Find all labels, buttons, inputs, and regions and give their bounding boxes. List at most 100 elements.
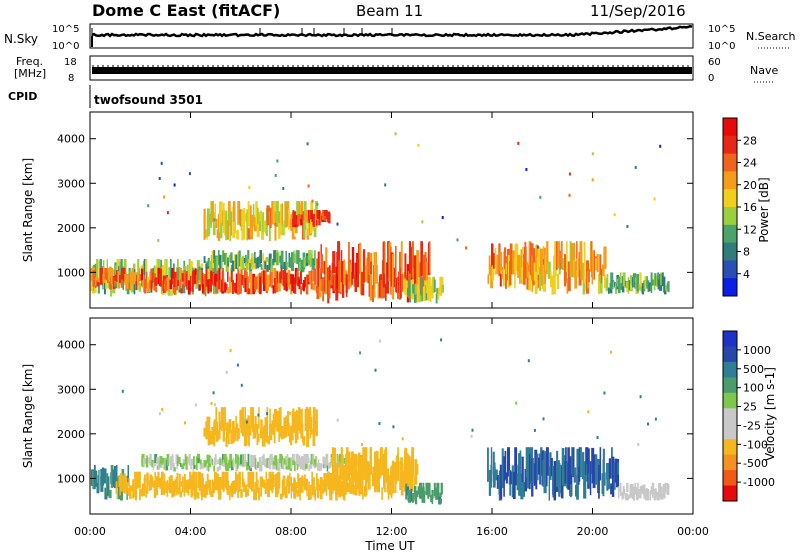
data-cell	[161, 458, 164, 465]
data-cell	[409, 283, 411, 303]
data-cell	[143, 279, 147, 294]
data-cell	[255, 481, 257, 501]
data-cell	[335, 476, 339, 495]
data-cell	[434, 487, 437, 498]
scatter-cell	[288, 411, 291, 415]
data-cell	[169, 259, 172, 282]
data-cell	[495, 469, 498, 481]
data-cell	[235, 453, 237, 465]
data-cell	[667, 483, 670, 496]
data-cell	[215, 421, 218, 442]
scatter-cell	[245, 420, 248, 424]
data-cell	[608, 458, 612, 479]
data-cell	[157, 471, 160, 488]
scatter-cell	[374, 368, 377, 372]
data-cell	[633, 486, 635, 501]
data-cell	[644, 276, 647, 290]
data-cell	[543, 247, 547, 285]
data-cell	[637, 482, 639, 493]
data-cell	[290, 214, 293, 231]
data-cell	[183, 488, 186, 497]
data-cell	[400, 241, 403, 274]
data-cell	[212, 481, 215, 494]
data-cell	[264, 261, 267, 270]
data-cell	[300, 408, 303, 439]
data-cell	[247, 228, 251, 240]
data-cell	[314, 250, 316, 264]
x-tick-label: 16:00	[476, 525, 508, 538]
data-cell	[208, 479, 212, 492]
data-cell	[663, 490, 666, 499]
data-cell	[154, 471, 156, 493]
data-cell	[367, 252, 371, 284]
nsky-series	[91, 24, 693, 47]
data-cell	[257, 257, 259, 269]
data-cell	[240, 488, 243, 498]
nave-label: Nave	[750, 64, 778, 77]
data-cell	[204, 281, 206, 288]
data-cell	[574, 261, 578, 289]
data-cell	[548, 466, 550, 501]
colorbar-swatch	[723, 135, 737, 155]
data-cell	[297, 201, 300, 222]
colorbar-tick-label: -1000	[743, 476, 775, 489]
scatter-cell	[647, 422, 649, 426]
data-cell	[301, 423, 304, 443]
data-cell	[303, 459, 307, 471]
data-cell	[561, 241, 563, 270]
data-cell	[578, 447, 581, 482]
data-cell	[292, 453, 295, 463]
data-cell	[230, 267, 233, 282]
data-cell	[198, 284, 201, 291]
scatter-cell	[121, 389, 124, 393]
data-cell	[492, 253, 496, 269]
data-cell	[539, 267, 542, 291]
data-cell	[254, 482, 257, 492]
data-cell	[248, 415, 250, 447]
data-cell	[535, 476, 538, 490]
data-cell	[311, 477, 315, 496]
data-cell	[230, 264, 233, 271]
data-cell	[637, 282, 639, 293]
data-cell	[383, 241, 386, 274]
colorbar-swatch	[723, 454, 737, 471]
data-cell	[268, 471, 272, 491]
data-cell	[414, 289, 417, 303]
data-cell	[127, 487, 131, 496]
data-cell	[548, 261, 551, 279]
data-cell	[316, 219, 318, 226]
scatter-cell	[274, 222, 277, 226]
data-cell	[207, 459, 210, 472]
data-cell	[242, 453, 244, 467]
data-cell	[325, 254, 327, 290]
data-cell	[281, 479, 284, 497]
data-cell	[413, 255, 417, 296]
data-cell	[250, 407, 253, 429]
data-cell	[411, 241, 414, 278]
data-cell	[150, 280, 153, 293]
data-cell	[94, 470, 98, 487]
scatter-cell	[591, 178, 594, 182]
data-cell	[298, 214, 301, 221]
data-cell	[298, 279, 301, 290]
data-cell	[256, 479, 259, 494]
data-cell	[205, 267, 208, 287]
data-cell	[119, 274, 122, 283]
data-cell	[161, 280, 164, 291]
data-cell	[228, 254, 231, 263]
data-cell	[514, 243, 517, 276]
data-cell	[599, 447, 602, 481]
data-cell	[184, 473, 186, 492]
data-cell	[215, 473, 219, 488]
data-cell	[371, 285, 374, 303]
data-cell	[147, 457, 150, 464]
scatter-cell	[210, 402, 213, 405]
data-cell	[303, 280, 305, 292]
data-cell	[278, 471, 281, 489]
colorbar-swatch	[723, 470, 737, 487]
data-cell	[617, 461, 619, 475]
data-cell	[332, 251, 336, 274]
data-cell	[523, 254, 526, 285]
data-cell	[218, 477, 222, 500]
colorbar-swatch	[723, 485, 737, 502]
